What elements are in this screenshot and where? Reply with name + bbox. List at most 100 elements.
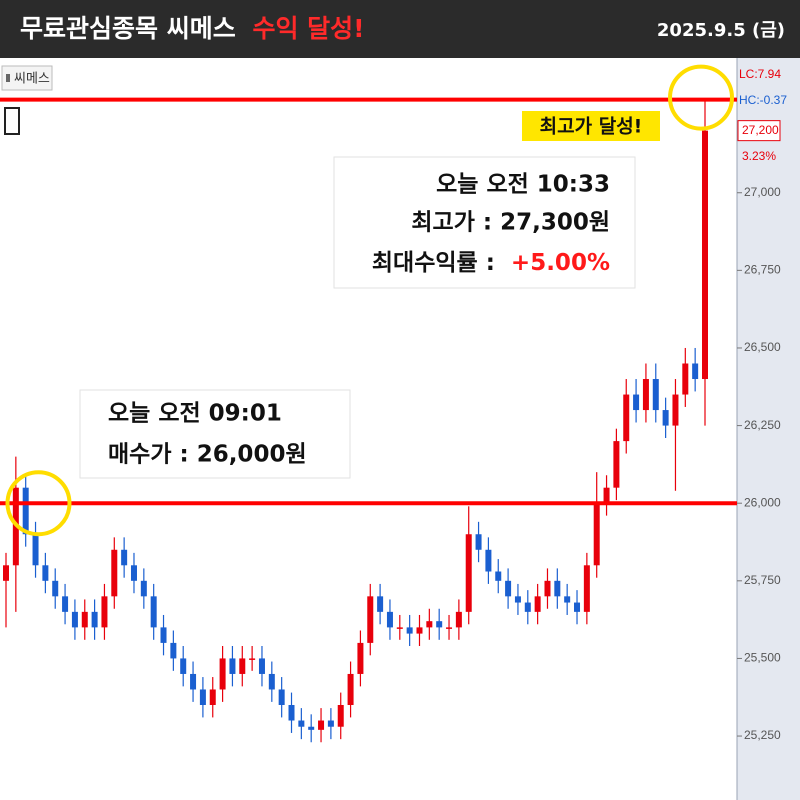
candle-body — [140, 580, 147, 597]
candle-body — [514, 596, 521, 603]
candle-body — [347, 673, 354, 705]
candle-body — [278, 689, 285, 705]
candle-body — [455, 611, 462, 628]
candle-body — [337, 704, 344, 727]
candle-body — [258, 658, 265, 674]
y-tick-label: 25,250 — [744, 728, 781, 742]
candle-body — [574, 602, 581, 612]
stock-tag-icon — [6, 74, 10, 82]
candle-body — [298, 720, 305, 727]
candle-body — [170, 642, 177, 659]
candle-body — [416, 627, 423, 634]
title-highlight: 수익 달성! — [252, 14, 364, 43]
candle-body — [209, 689, 216, 705]
candle-body — [62, 596, 69, 612]
buy-box — [79, 389, 351, 479]
stock-name: 씨메스 — [14, 72, 50, 87]
candle-body — [121, 549, 128, 566]
candle-body — [32, 534, 39, 566]
high-price: 최고가 : 27,300원 — [411, 210, 610, 236]
candle-body — [613, 441, 620, 488]
candle-body — [377, 596, 384, 612]
candle-body — [249, 658, 256, 660]
y-tick-label: 26,500 — [744, 340, 781, 354]
candle-body — [229, 658, 236, 674]
overlay: 오늘 오전 10:33 최고가 : 27,300원 최대수익률 : +5.00%… — [5, 64, 734, 537]
candle-body — [475, 534, 482, 550]
y-tick-label: 26,000 — [744, 495, 781, 509]
return-value: +5.00% — [511, 250, 610, 276]
candle-body — [180, 658, 187, 674]
y-tick-label: 25,750 — [744, 573, 781, 587]
candle-body — [386, 611, 393, 628]
change-label: 3.23% — [742, 149, 776, 163]
highlight-circle — [5, 470, 72, 537]
price-box — [737, 120, 781, 142]
candle-body — [71, 611, 78, 628]
high-badge: 최고가 달성! — [540, 116, 643, 138]
y-tick-label: 26,750 — [744, 263, 781, 277]
candle-body — [160, 627, 167, 643]
candle-body — [495, 571, 502, 581]
price-label: 27,200 — [742, 123, 779, 137]
lc-label: LC:7.94 — [739, 67, 781, 81]
candle-body — [682, 363, 689, 395]
plot — [0, 97, 737, 743]
candle-body — [583, 565, 590, 612]
candle-body — [91, 611, 98, 628]
candle-body — [219, 658, 226, 690]
candle-body — [288, 704, 295, 721]
candle-body — [446, 627, 453, 629]
candle-body — [534, 596, 541, 612]
y-tick-label: 26,250 — [744, 418, 781, 432]
candle-body — [554, 580, 561, 597]
candle-body — [593, 503, 600, 566]
candle-body — [633, 394, 640, 411]
candle-body — [406, 627, 413, 634]
candle-body — [81, 611, 88, 628]
y-axis-panel — [737, 58, 800, 800]
highlight-circle — [668, 64, 734, 131]
candle-body — [564, 596, 571, 603]
candle-body — [199, 689, 206, 705]
hc-label: HC:-0.37 — [739, 93, 787, 107]
candle-body — [239, 658, 246, 674]
candle-body — [436, 621, 443, 628]
candle-body — [22, 487, 29, 535]
candle-body — [426, 621, 433, 628]
candle-body — [190, 673, 197, 690]
candle-body — [603, 487, 610, 504]
candle-body — [672, 394, 679, 426]
max-return: 최대수익률 : +5.00% — [372, 250, 610, 276]
candle-body — [357, 642, 364, 674]
candle-body — [42, 565, 49, 581]
calc-icon — [4, 107, 20, 135]
high-box — [333, 156, 636, 289]
candle-body — [662, 410, 669, 426]
candle-body — [485, 549, 492, 572]
candle-body — [101, 596, 108, 628]
candle-body — [642, 379, 649, 411]
candle-body — [308, 726, 315, 730]
candle-body — [150, 596, 157, 628]
candle-body — [268, 673, 275, 690]
candle-body — [652, 379, 659, 411]
candle-body — [111, 549, 118, 597]
candle-body — [396, 627, 403, 629]
high-badge-bg — [522, 111, 660, 141]
y-tick-label: 27,000 — [744, 185, 781, 199]
candle-body — [505, 580, 512, 597]
candle-body — [524, 602, 531, 612]
candle-body — [702, 130, 708, 380]
candle-body — [327, 720, 334, 727]
candle-body — [52, 580, 59, 597]
buy-time: 오늘 오전 09:01 — [108, 401, 282, 427]
candle-body — [130, 565, 137, 581]
candle-body — [3, 565, 9, 581]
candle-body — [544, 580, 551, 597]
candle-body — [692, 363, 699, 380]
candle-body — [318, 720, 325, 730]
candle-body — [623, 394, 630, 442]
candle-body — [465, 534, 472, 612]
